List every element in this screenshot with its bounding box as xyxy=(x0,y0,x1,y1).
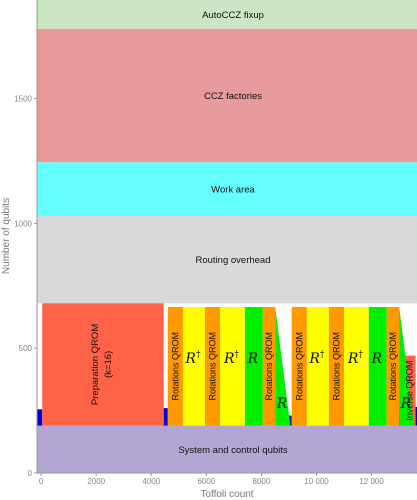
block-10 xyxy=(344,307,369,426)
block-label-0: Preparation QROM xyxy=(90,324,101,405)
block-sup-4: † xyxy=(235,350,240,360)
band-label-work: Work area xyxy=(211,185,255,196)
x-tick-label-0: 0 xyxy=(39,477,44,486)
block-0 xyxy=(42,303,164,426)
band-fixup xyxy=(37,0,417,29)
band-label-factories: CCZ factories xyxy=(204,91,262,102)
block-label-11: R xyxy=(370,351,382,367)
band-work xyxy=(37,162,417,216)
y-axis-title: Number of qubits xyxy=(1,198,12,274)
block-label-3: Rotations QROM xyxy=(208,332,218,401)
block-2 xyxy=(182,307,205,426)
block-label-5: R xyxy=(247,351,259,367)
block-sup-8: † xyxy=(320,350,325,360)
block-9 xyxy=(328,307,345,426)
spike-2 xyxy=(287,415,292,426)
block-label-7: Rotations QROM xyxy=(294,332,304,401)
axes-layer: 0 2000 4000 6000 8000 10 000 12 000 0 500 1000 150… xyxy=(14,0,417,486)
ramp-0 xyxy=(275,307,291,426)
block-4 xyxy=(220,307,245,426)
x-tick-label-5: 10 000 xyxy=(304,477,329,486)
band-routing xyxy=(37,215,417,304)
block-label-12: Rotations QROM xyxy=(388,332,398,401)
x-tick-label-2: 4000 xyxy=(142,477,160,486)
y-tick-label-1: 500 xyxy=(19,344,33,353)
block-sup-2: † xyxy=(196,350,201,360)
block-label-6: Rotations QROM xyxy=(264,332,274,401)
block-1 xyxy=(167,307,183,426)
block-3 xyxy=(204,307,221,426)
band-label-fixup: AutoCCZ fixup xyxy=(202,10,264,21)
y-tick-label-0: 0 xyxy=(28,469,33,478)
block-label-9: Rotations QROM xyxy=(331,332,341,401)
block-5 xyxy=(244,307,263,426)
labels-layer: System and control qubits Routing overhea… xyxy=(90,10,414,456)
spike-0 xyxy=(37,409,43,426)
y-tick-label-2: 1000 xyxy=(14,219,32,228)
block-8 xyxy=(306,307,329,426)
x-axis-title: Toffoli count xyxy=(200,489,253,500)
ramp-label-1: R xyxy=(400,396,412,412)
ramp-label-0: R xyxy=(276,396,288,412)
block-12 xyxy=(386,307,400,426)
bands-layer xyxy=(37,0,417,473)
block-label-1: Rotations QROM xyxy=(170,332,180,401)
x-tick-label-4: 8000 xyxy=(253,477,271,486)
band-label-system: System and control qubits xyxy=(178,445,288,456)
x-tick-label-1: 2000 xyxy=(87,477,105,486)
block-sup-10: † xyxy=(358,350,363,360)
ramp-1 xyxy=(399,307,415,426)
block-label-13: Inverse QROM xyxy=(404,361,414,421)
block-6 xyxy=(262,307,276,426)
block-7 xyxy=(291,307,307,426)
block-sublabel-0: (k=16) xyxy=(103,351,114,378)
x-tick-label-6: 12 000 xyxy=(359,477,384,486)
blocks-layer xyxy=(37,303,417,426)
band-system xyxy=(37,425,417,473)
y-tick-label-3: 1500 xyxy=(14,95,32,104)
x-tick-label-3: 6000 xyxy=(197,477,215,486)
spike-1 xyxy=(163,408,168,426)
band-factories xyxy=(37,28,417,163)
band-label-routing: Routing overhead xyxy=(196,255,271,266)
block-11 xyxy=(368,307,387,426)
